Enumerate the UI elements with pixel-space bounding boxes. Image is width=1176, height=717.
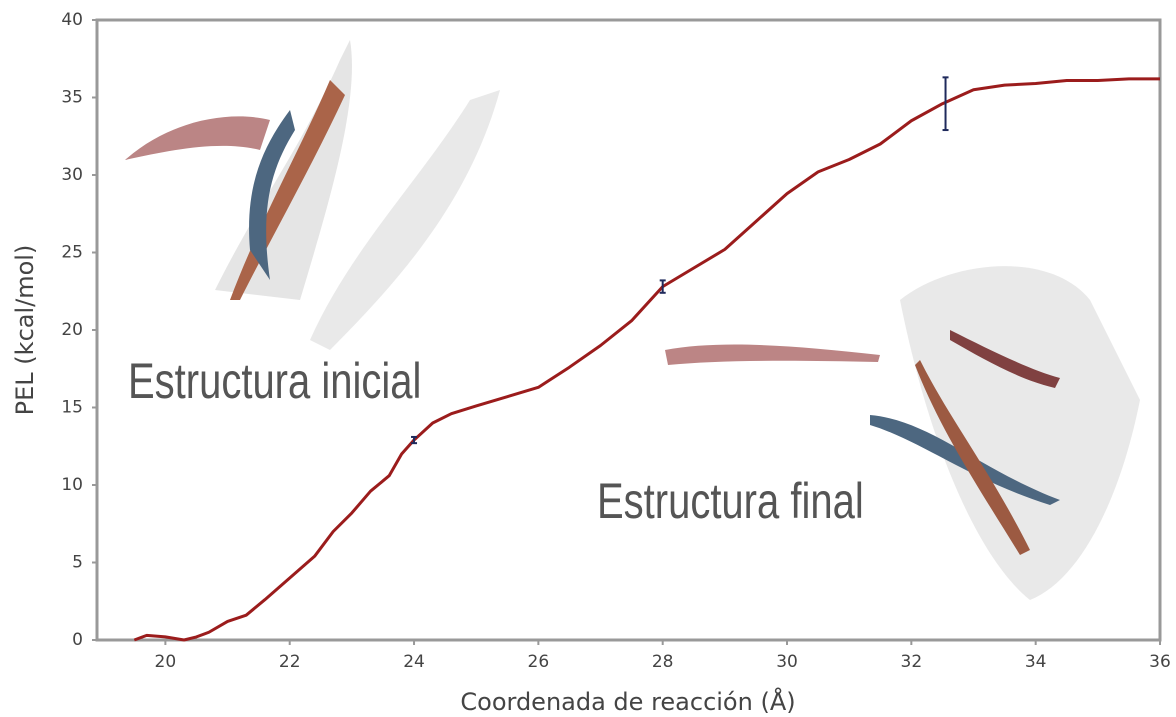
x-tick-label: 24 [403,652,425,672]
y-tick-label: 10 [61,475,83,495]
protein-final [665,266,1140,600]
y-tick-label: 35 [61,88,83,108]
y-tick-label: 40 [61,10,83,30]
y-tick-label: 15 [61,398,83,418]
x-tick-label: 32 [901,652,923,672]
x-axis-label: Coordenada de reacción (Å) [460,687,795,716]
y-tick-label: 5 [72,553,83,573]
x-tick-label: 22 [279,652,301,672]
line [133,77,1160,642]
y-tick-label: 0 [72,630,83,650]
y-tick-label: 25 [61,243,83,263]
x-tick-label: 34 [1025,652,1047,672]
x-tick-label: 30 [776,652,798,672]
y-tick-label: 20 [61,320,83,340]
protein-initial [125,40,500,350]
y-axis-label: PEL (kcal/mol) [11,245,39,416]
x-tick-label: 20 [155,652,177,672]
x-tick-label: 36 [1149,652,1171,672]
annotation: Estructura final [597,473,864,529]
x-tick-label: 28 [652,652,674,672]
x-tick-label: 26 [528,652,550,672]
annotation: Estructura inicial [128,353,421,409]
y-tick-label: 30 [61,165,83,185]
